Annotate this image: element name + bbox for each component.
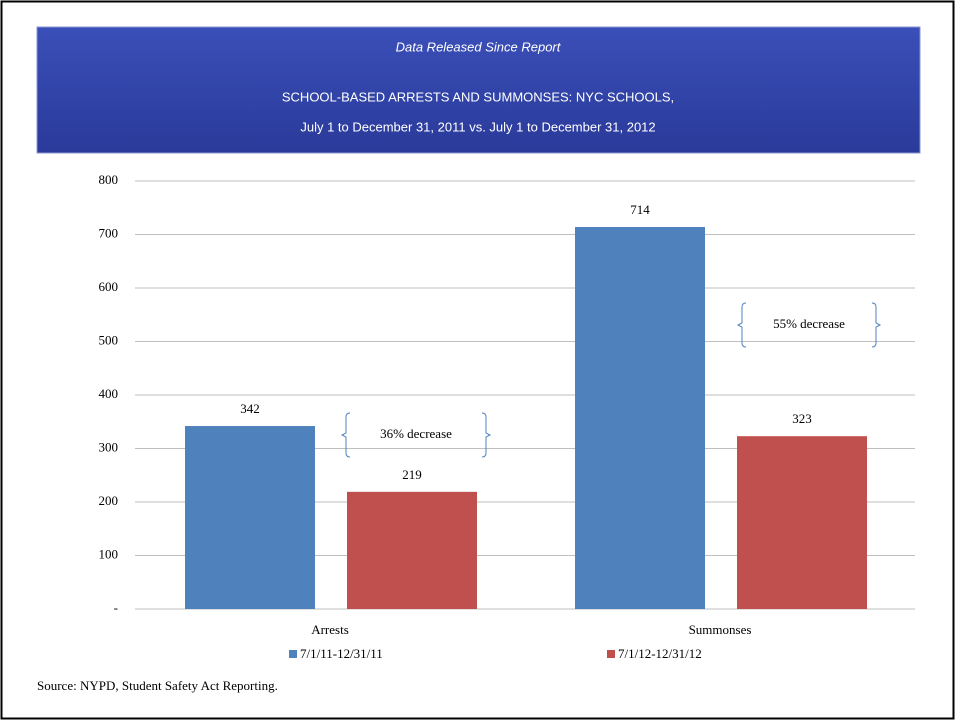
y-tick-label: 500 xyxy=(99,332,119,347)
brace xyxy=(481,412,492,458)
value-label: 323 xyxy=(792,411,812,426)
brace xyxy=(736,302,747,348)
legend-swatch xyxy=(607,650,615,658)
value-label: 342 xyxy=(240,401,260,416)
value-label: 714 xyxy=(630,202,650,217)
legend-label: 7/1/12-12/31/12 xyxy=(618,646,702,661)
y-tick-label: - xyxy=(114,600,118,615)
value-label: 219 xyxy=(402,467,422,482)
legend-swatch xyxy=(289,650,297,658)
bar xyxy=(347,491,477,609)
chart-title: SCHOOL-BASED ARRESTS AND SUMMONSES: NYC … xyxy=(282,89,674,104)
y-tick-label: 400 xyxy=(99,386,119,401)
bar xyxy=(185,426,315,609)
annotation: 55% decrease xyxy=(773,316,845,331)
x-tick-label: Summonses xyxy=(689,622,752,637)
header-box xyxy=(36,26,921,154)
brace xyxy=(340,412,351,458)
bar xyxy=(737,436,867,609)
y-tick-label: 600 xyxy=(99,279,119,294)
y-tick-label: 300 xyxy=(99,439,119,454)
bar xyxy=(575,227,705,609)
y-tick-label: 700 xyxy=(99,225,119,240)
chart-title: July 1 to December 31, 2011 vs. July 1 t… xyxy=(300,119,655,134)
legend-label: 7/1/11-12/31/11 xyxy=(300,646,383,661)
brace xyxy=(871,302,882,348)
y-tick-label: 100 xyxy=(99,546,119,561)
x-tick-label: Arrests xyxy=(311,622,349,637)
y-tick-label: 200 xyxy=(99,493,119,508)
annotation: 36% decrease xyxy=(380,426,452,441)
source: Source: NYPD, Student Safety Act Reporti… xyxy=(37,678,278,693)
header: Data Released Since Report xyxy=(396,39,562,54)
y-tick-label: 800 xyxy=(99,172,119,187)
